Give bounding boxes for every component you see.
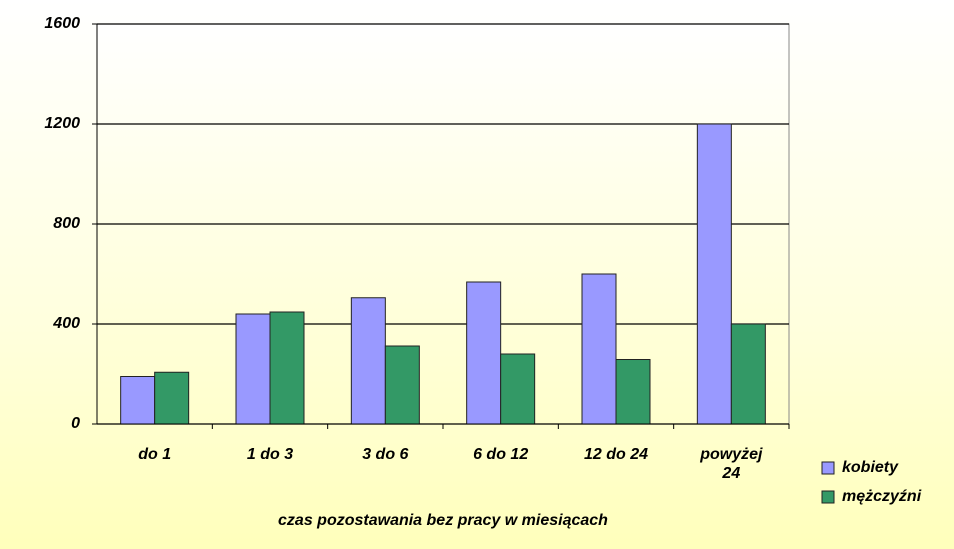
y-tick-label: 1600 xyxy=(44,15,80,32)
y-tick-label: 400 xyxy=(52,315,80,332)
x-tick-label: 6 do 12 xyxy=(473,446,529,463)
bar xyxy=(384,345,420,425)
bar xyxy=(235,313,271,425)
bar xyxy=(581,273,617,425)
bar xyxy=(500,353,536,425)
x-tick-label: do 1 xyxy=(138,446,172,463)
y-tick-label: 0 xyxy=(71,415,80,432)
legend-swatch xyxy=(821,461,835,475)
x-tick-label: 12 do 24 xyxy=(583,446,649,463)
bar xyxy=(269,311,305,425)
legend-label: kobiety xyxy=(842,459,899,476)
bar xyxy=(120,376,156,425)
bar xyxy=(350,297,386,425)
legend-label: mężczyźni xyxy=(842,488,922,505)
bar xyxy=(154,371,190,425)
y-tick-label: 1200 xyxy=(44,115,80,132)
bar xyxy=(466,281,502,425)
x-tick-label: 3 do 6 xyxy=(362,446,409,463)
legend-swatch xyxy=(821,490,835,504)
bar xyxy=(615,359,651,425)
bar xyxy=(730,323,766,425)
y-tick-label: 800 xyxy=(53,215,80,232)
x-axis-title: czas pozostawania bez pracy w miesiącach xyxy=(278,512,608,529)
bar xyxy=(696,123,732,425)
x-tick-label: 1 do 3 xyxy=(246,446,294,463)
x-tick-label: powyżej 24 xyxy=(700,446,763,482)
